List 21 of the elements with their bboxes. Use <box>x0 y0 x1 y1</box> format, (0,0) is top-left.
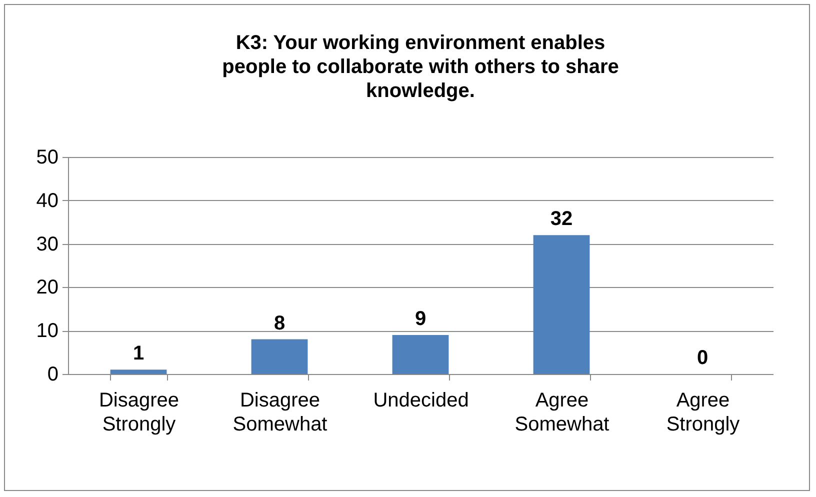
bar <box>110 370 167 374</box>
bar <box>251 339 308 374</box>
y-tick-label: 0 <box>47 364 58 386</box>
y-tick-label: 50 <box>36 146 58 168</box>
x-tick-label: Agree Somewhat <box>514 390 610 436</box>
y-tick-label: 10 <box>36 320 58 342</box>
x-tick-label: Disagree Somewhat <box>232 390 328 436</box>
x-tick-label: Agree Strongly <box>666 390 740 436</box>
x-tick-label: Undecided <box>373 390 469 412</box>
y-tick-label: 20 <box>36 276 58 299</box>
bar <box>533 235 590 374</box>
data-label: 32 <box>550 208 573 230</box>
chart-title: K3: Your working environment enables people to collaborate with others to share knowledge. <box>222 32 619 102</box>
y-tick-label: 30 <box>36 233 58 256</box>
x-tick-label: Disagree Strongly <box>98 390 180 436</box>
data-label: 1 <box>132 342 144 365</box>
data-label: 9 <box>414 308 426 330</box>
data-label: 8 <box>274 312 286 334</box>
y-tick-label: 40 <box>36 190 58 212</box>
data-label: 0 <box>696 347 708 369</box>
bar <box>392 334 449 374</box>
